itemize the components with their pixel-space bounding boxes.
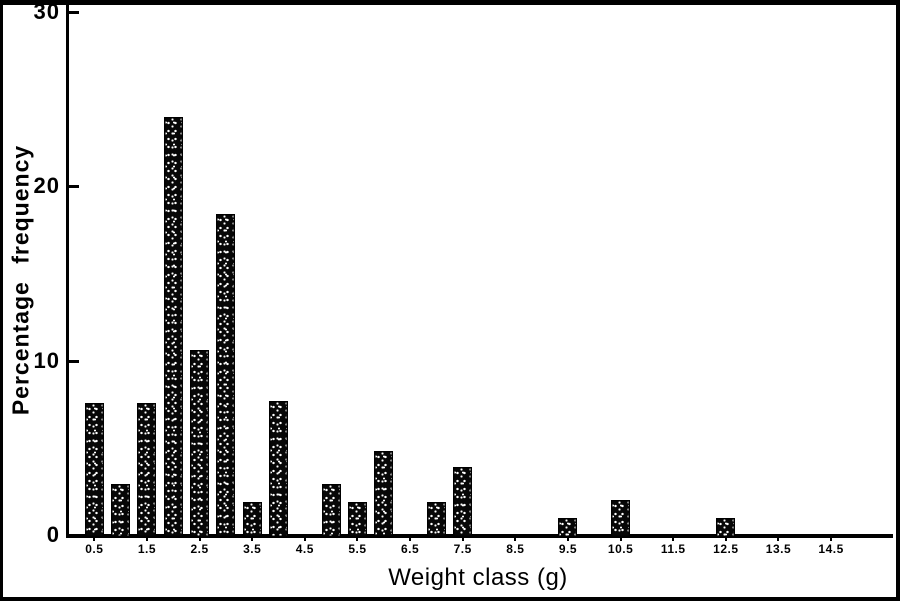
y-tick-mark [69, 11, 79, 14]
x-tick-label: 5.5 [348, 542, 367, 556]
bar [216, 214, 236, 537]
x-axis-line [66, 534, 893, 538]
bar [137, 402, 157, 537]
x-tick-mark [461, 537, 464, 541]
bar [453, 467, 473, 537]
bar [321, 484, 341, 537]
x-tick-label: 7.5 [453, 542, 472, 556]
x-tick-label: 12.5 [713, 542, 739, 556]
bar [242, 501, 262, 537]
x-tick-label: 6.5 [400, 542, 420, 556]
x-tick-label: 14.5 [818, 542, 844, 556]
x-tick-mark [777, 537, 780, 541]
bar [426, 501, 446, 537]
y-axis-title: Percentage frequency [7, 144, 34, 416]
y-tick-mark [69, 185, 79, 189]
x-tick-mark [409, 537, 412, 541]
bar [558, 517, 578, 537]
bar [111, 484, 131, 537]
bar [611, 500, 631, 537]
x-tick-label: 4.5 [295, 542, 314, 556]
x-tick-label: 0.5 [85, 542, 104, 556]
bar [269, 400, 288, 537]
x-tick-mark [93, 537, 96, 541]
x-tick-mark [145, 537, 148, 541]
x-tick-label: 11.5 [660, 542, 686, 556]
x-tick-mark [514, 537, 517, 541]
x-tick-mark [566, 537, 569, 541]
y-tick-mark [69, 359, 79, 363]
x-tick-label: 1.5 [137, 542, 157, 556]
y-tick-label: 0 [46, 522, 60, 547]
x-tick-mark [830, 537, 833, 541]
y-tick-label: 20 [33, 173, 60, 199]
y-tick-label: 10 [33, 347, 60, 373]
x-tick-mark [356, 537, 359, 541]
x-tick-label: 13.5 [765, 542, 792, 556]
x-tick-mark [619, 537, 622, 541]
y-axis-line [66, 5, 69, 538]
x-tick-mark [303, 537, 306, 541]
bar [374, 451, 394, 537]
bar [347, 501, 367, 537]
x-tick-label: 2.5 [190, 542, 209, 556]
x-tick-label: 3.5 [243, 542, 262, 556]
x-tick-label: 9.5 [558, 542, 578, 556]
y-tick-label: 30 [33, 0, 60, 24]
bar [84, 402, 104, 537]
bar [163, 116, 183, 537]
x-tick-mark [672, 537, 675, 541]
bar [190, 350, 210, 537]
x-axis-title: Weight class (g) [388, 564, 568, 591]
x-tick-mark [724, 537, 727, 541]
x-tick-mark [251, 537, 254, 541]
x-tick-mark [198, 537, 201, 541]
x-tick-label: 10.5 [607, 542, 634, 556]
bar [716, 517, 736, 537]
x-tick-label: 8.5 [506, 542, 525, 556]
